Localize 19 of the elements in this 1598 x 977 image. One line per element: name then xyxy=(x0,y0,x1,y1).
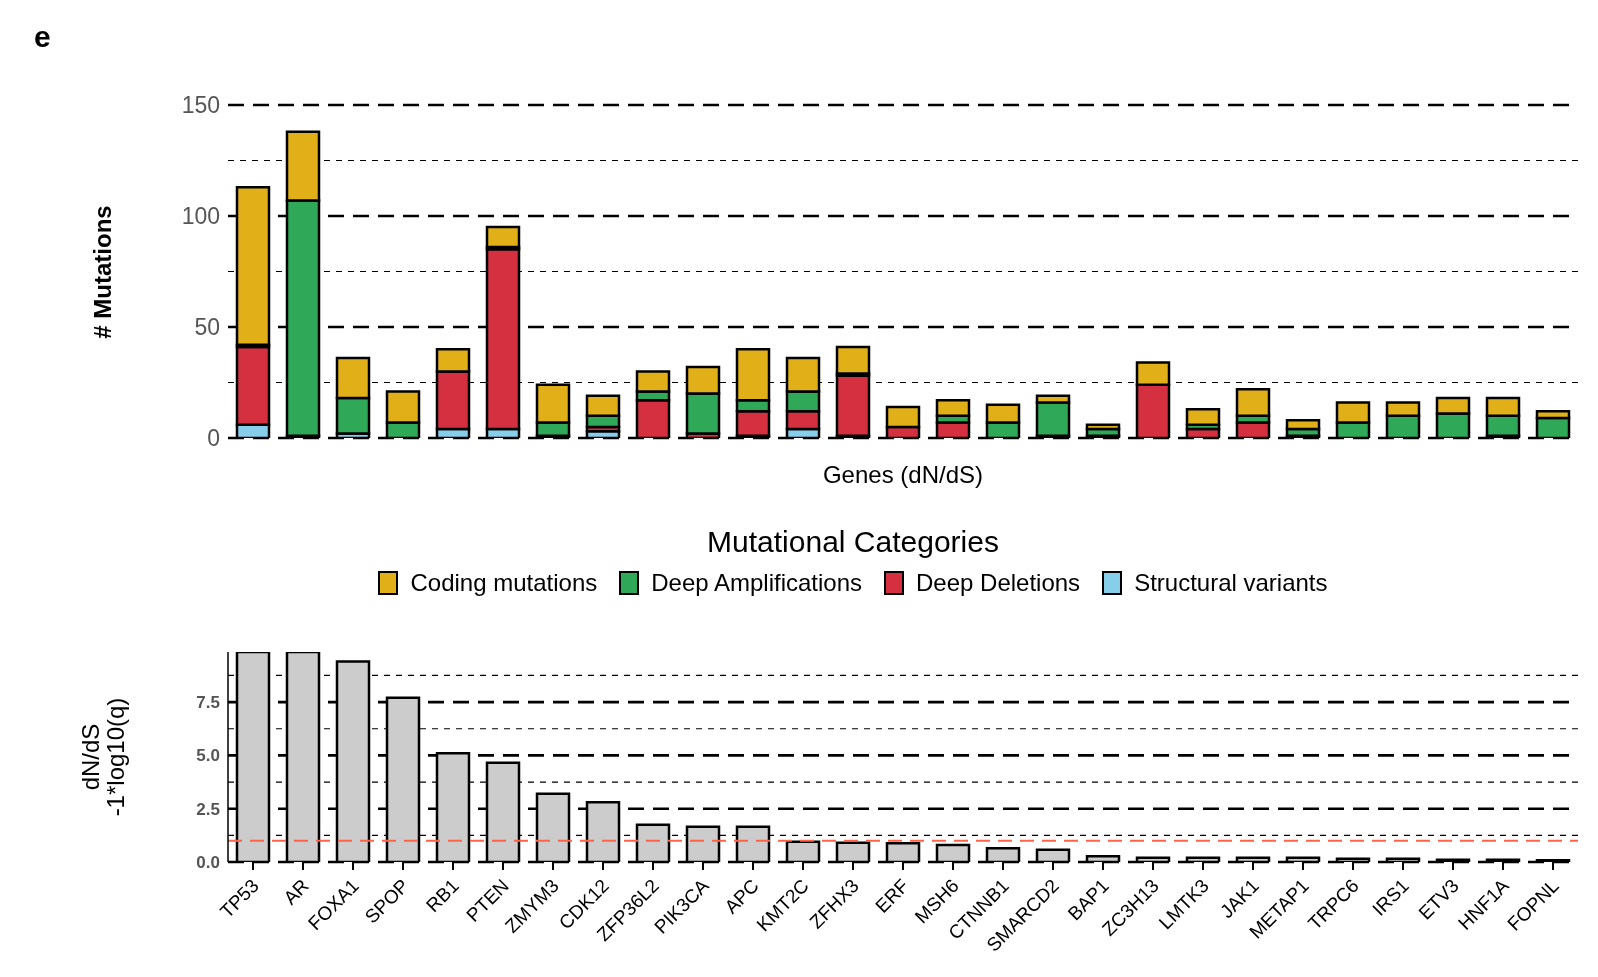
x-tick-label: AR xyxy=(279,875,313,909)
x-axis-title: Genes (dN/dS) xyxy=(822,461,984,489)
y-tick-label: 150 xyxy=(181,92,220,119)
y-axis-title: # Mutations xyxy=(89,204,117,339)
legend-title: Mutational Categories xyxy=(707,525,999,559)
y-tick-label: 7.5 xyxy=(196,693,220,713)
legend-label: Structural variants xyxy=(1134,569,1328,597)
y-tick-label: 0 xyxy=(207,425,220,452)
text: e xyxy=(34,20,51,54)
legend-label: Coding mutations xyxy=(410,569,598,597)
y-tick-label: 5.0 xyxy=(196,746,220,766)
y-axis-title: dN/dS -1*log10(q) xyxy=(76,697,129,817)
x-tick-label: RB1 xyxy=(421,875,463,917)
y-tick-label: 2.5 xyxy=(196,799,220,819)
y-tick-label: 100 xyxy=(181,203,220,230)
y-tick-label: 0.0 xyxy=(196,853,220,873)
legend-label: Deep Amplifications xyxy=(651,569,863,597)
y-tick-label: 50 xyxy=(194,314,220,341)
legend-label: Deep Deletions xyxy=(916,569,1081,597)
